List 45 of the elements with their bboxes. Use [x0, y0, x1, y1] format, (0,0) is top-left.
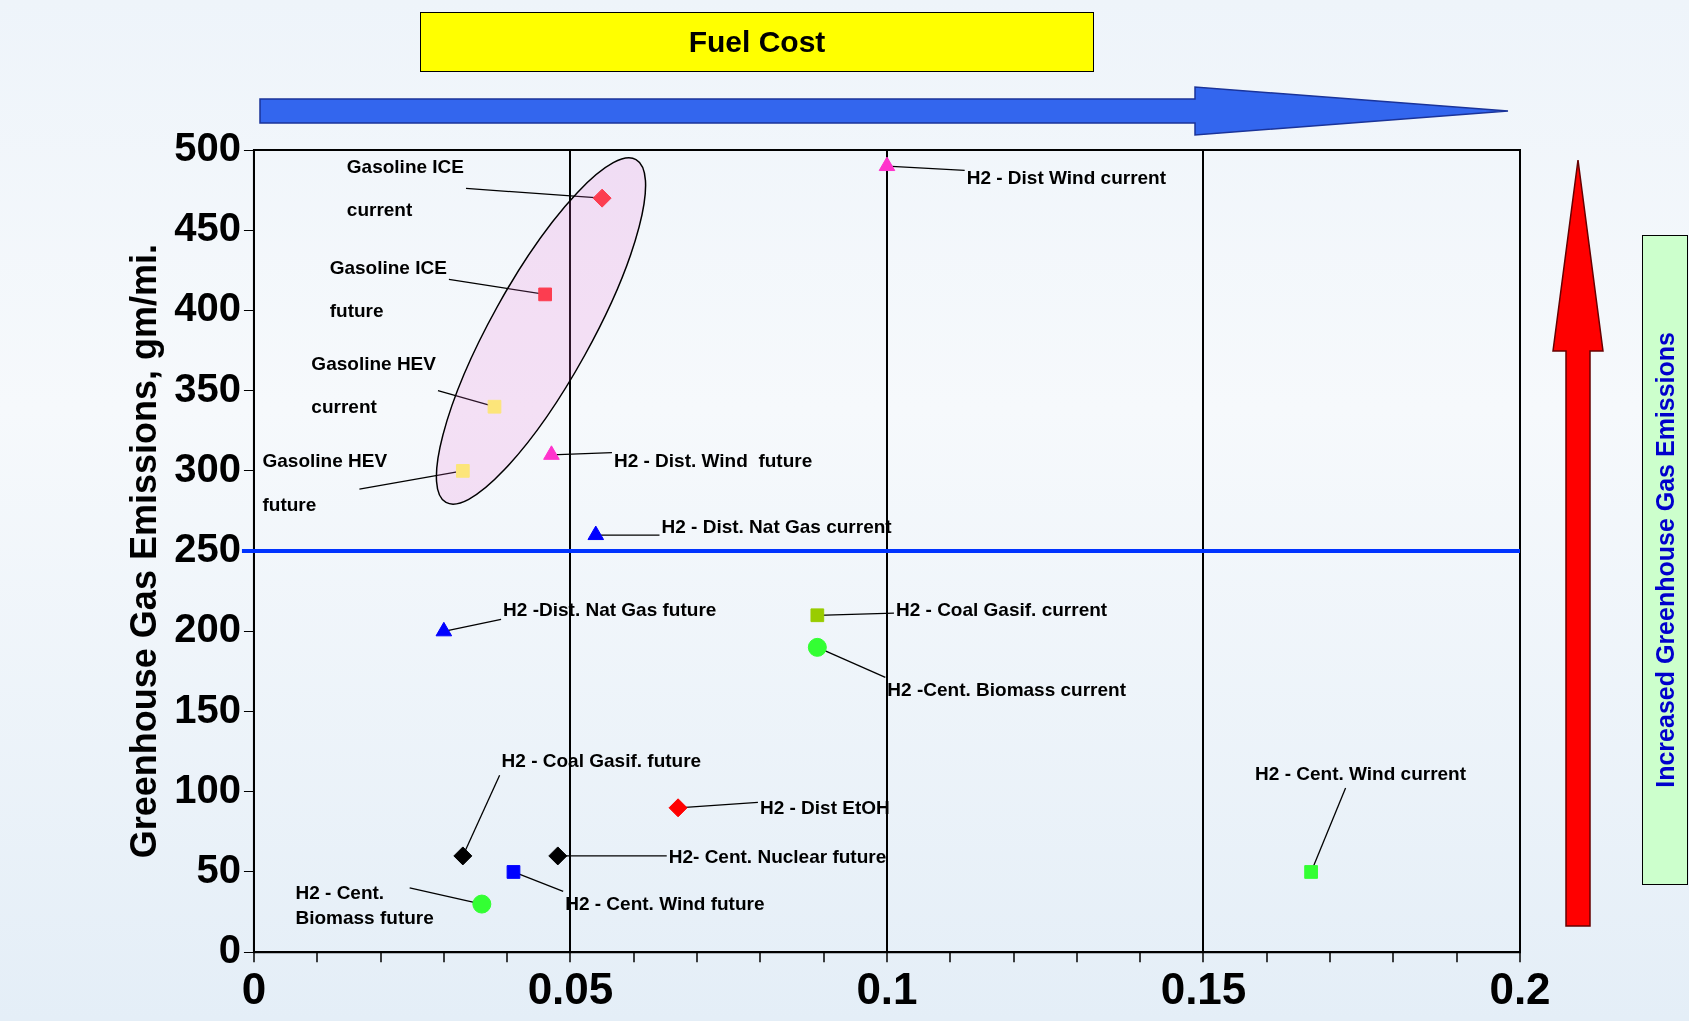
annotation: H2 -Cent. Biomass current [887, 678, 1127, 700]
x-tick-label: 0.15 [1160, 963, 1247, 1013]
point [506, 865, 521, 879]
annotation: H2 - Coal Gasif. current [895, 599, 1108, 621]
annotation: H2 - Dist. Wind future [613, 449, 813, 471]
y-tick-label: 200 [174, 606, 241, 651]
y-tick-label: 300 [174, 445, 241, 490]
y-tick-label: 400 [174, 285, 241, 330]
point [587, 525, 605, 541]
text: Fuel Cost [420, 12, 1094, 72]
point [807, 637, 827, 657]
point [878, 156, 896, 172]
annotation: Gasoline HEV future [262, 450, 388, 515]
x-tick-label: 0.05 [527, 963, 614, 1013]
point [1304, 865, 1318, 879]
annotation: H2- Cent. Nuclear future [668, 846, 887, 868]
y-tick-label: 0 [218, 927, 241, 972]
x-tick-label: 0.1 [856, 963, 918, 1013]
annotation: Gasoline ICE current [346, 156, 465, 221]
point [455, 464, 470, 478]
point [453, 846, 473, 866]
y-tick-label: 500 [174, 125, 241, 170]
annotation: H2 - Cent. Biomass future [295, 881, 434, 929]
point [487, 399, 502, 414]
y-tick-label: 450 [174, 205, 241, 250]
y-tick-label: 350 [174, 365, 241, 410]
y-tick-label: 150 [174, 686, 241, 731]
annotation: H2 - Dist Wind current [966, 167, 1167, 189]
point [472, 894, 492, 914]
annotation: Gasoline HEV current [311, 352, 437, 418]
point [435, 621, 453, 637]
annotation: H2 - Cent. Wind current [1255, 763, 1467, 785]
y-tick-label: 50 [196, 847, 241, 892]
point [538, 287, 552, 302]
y-tick-label: 100 [174, 766, 241, 811]
point [592, 188, 612, 208]
text: Increased Greenhouse Gas Emissions [1650, 332, 1680, 788]
y-axis-title: Greenhouse Gas Emissions, gm/mi. [122, 244, 164, 859]
point [548, 846, 568, 866]
y-tick-label: 250 [174, 526, 241, 571]
point [668, 798, 688, 818]
annotation: Gasoline ICE future [329, 256, 447, 321]
point [543, 445, 560, 460]
x-tick-label: 0.2 [1489, 963, 1551, 1013]
point [810, 608, 825, 623]
